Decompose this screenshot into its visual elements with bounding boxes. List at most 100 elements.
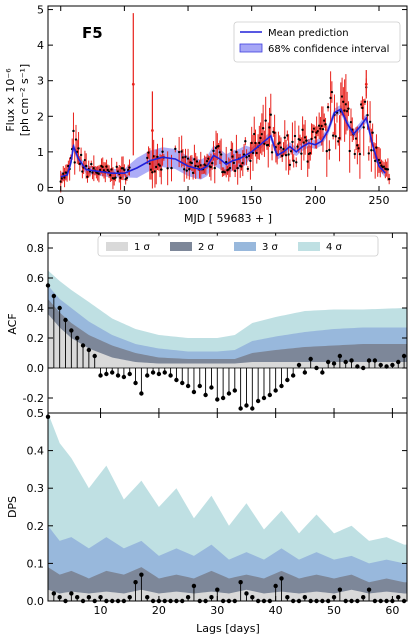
dps-point	[139, 572, 144, 577]
x-tick-label: 150	[241, 194, 262, 207]
confidence-band	[60, 104, 386, 182]
flux-point	[110, 168, 113, 171]
flux-point	[180, 150, 183, 153]
flux-point	[373, 159, 377, 163]
legend-1sigma-swatch	[106, 242, 128, 251]
acf-point	[279, 383, 284, 389]
flux-point	[325, 149, 328, 153]
dps-point	[396, 595, 401, 600]
flux-point	[119, 176, 122, 180]
acf-point	[156, 371, 162, 377]
acf-point	[267, 392, 273, 398]
flux-point	[254, 141, 257, 145]
flux-point	[331, 134, 335, 137]
dps-point	[145, 595, 150, 600]
flux-point	[334, 135, 337, 138]
flux-point	[377, 158, 381, 162]
y-tick-label: -0.2	[23, 392, 44, 405]
dps-point	[279, 576, 284, 581]
acf-point	[185, 383, 191, 389]
acf-point	[232, 388, 237, 393]
flux-point	[249, 159, 252, 163]
flux-point	[358, 152, 362, 156]
flux-point	[292, 159, 295, 163]
flux-point	[102, 169, 106, 172]
acf-point	[168, 373, 173, 378]
flux-point	[181, 156, 185, 159]
y-tick-label: 0.4	[27, 302, 45, 315]
flux-point	[344, 103, 348, 106]
flux-point	[78, 162, 82, 166]
acf-point	[51, 293, 57, 299]
flux-point	[253, 132, 256, 136]
legend-4sigma-swatch	[298, 242, 320, 251]
flux-point	[267, 143, 270, 147]
flux-point	[184, 155, 187, 159]
flux-point	[241, 161, 244, 165]
flux-point	[128, 166, 131, 169]
flux-point	[345, 110, 349, 113]
flux-point	[153, 170, 157, 173]
flux-point	[207, 157, 210, 160]
dps-point	[74, 595, 80, 600]
flux-point	[296, 145, 299, 148]
lightcurve-legend: Mean prediction 68% confidence interval	[233, 21, 401, 63]
flux-point	[186, 157, 190, 160]
acf-point	[250, 406, 255, 411]
acf-point	[349, 358, 354, 363]
acf-point	[355, 364, 360, 369]
flux-point	[314, 136, 317, 139]
flux-point	[281, 154, 284, 158]
acf-point	[133, 380, 138, 386]
acf-point	[121, 374, 127, 380]
sigma2-band	[48, 299, 407, 368]
flux-point	[306, 160, 309, 163]
x-tick-label: 10	[94, 604, 108, 617]
y-tick-label: 0.1	[27, 557, 45, 570]
flux-point	[387, 177, 391, 181]
y-tick-label: 4	[37, 39, 44, 52]
acf-point	[127, 371, 132, 377]
acf-point	[139, 391, 144, 396]
flux-point	[213, 166, 216, 170]
flux-point	[60, 177, 64, 180]
flux-point	[98, 168, 102, 172]
dps-point	[133, 580, 138, 585]
flux-point	[279, 146, 283, 149]
legend-3sigma-label: 3 σ	[262, 242, 279, 253]
flux-point	[193, 158, 196, 161]
flux-point	[329, 96, 332, 100]
dps-panel: 10 20 30 40 50 60 0.0 0.1 0.2 0.3 0.4 0.5 DPS Lags …	[6, 407, 408, 635]
acf-point	[331, 361, 337, 366]
flux-point	[379, 161, 382, 165]
x-tick-label: 30	[210, 604, 224, 617]
flux-point	[205, 159, 209, 163]
acf-point	[396, 359, 401, 365]
flux-point	[250, 141, 253, 145]
acf-point	[325, 359, 331, 365]
acf-point	[296, 362, 302, 368]
flux-point	[338, 137, 341, 140]
flux-point	[359, 103, 363, 106]
y-tick-label: 2	[37, 110, 44, 123]
acf-point	[92, 353, 97, 359]
flux-point	[356, 144, 359, 147]
dps-point	[86, 595, 92, 600]
flux-point	[245, 156, 248, 159]
acf-point	[203, 392, 208, 398]
flux-point	[269, 113, 272, 116]
flux-point	[263, 142, 266, 145]
flux-point	[161, 150, 164, 153]
acf-point	[372, 358, 378, 363]
flux-point	[326, 106, 330, 109]
flux-point	[361, 106, 364, 110]
flux-point	[324, 123, 327, 126]
flux-point	[282, 147, 285, 151]
flux-point	[284, 154, 288, 157]
flux-point	[362, 126, 365, 129]
flux-point	[368, 120, 372, 124]
flux-point	[156, 155, 159, 159]
flux-point	[116, 170, 120, 173]
acf-point	[255, 398, 261, 404]
acf-point	[244, 403, 249, 408]
